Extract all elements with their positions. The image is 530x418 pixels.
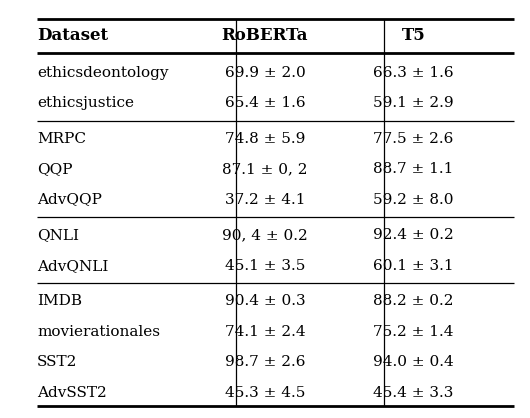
Text: 88.2 ± 0.2: 88.2 ± 0.2 — [373, 294, 454, 308]
Text: AdvQNLI: AdvQNLI — [37, 259, 109, 273]
Text: 59.2 ± 8.0: 59.2 ± 8.0 — [373, 193, 454, 206]
Text: 74.1 ± 2.4: 74.1 ± 2.4 — [225, 325, 305, 339]
Text: 90.4 ± 0.3: 90.4 ± 0.3 — [225, 294, 305, 308]
Text: QNLI: QNLI — [37, 228, 79, 242]
Text: 77.5 ± 2.6: 77.5 ± 2.6 — [373, 132, 454, 145]
Text: 90, 4 ± 0.2: 90, 4 ± 0.2 — [222, 228, 308, 242]
Text: 87.1 ± 0, 2: 87.1 ± 0, 2 — [222, 162, 308, 176]
Text: 60.1 ± 3.1: 60.1 ± 3.1 — [373, 259, 454, 273]
Text: 88.7 ± 1.1: 88.7 ± 1.1 — [373, 162, 454, 176]
Text: 75.2 ± 1.4: 75.2 ± 1.4 — [373, 325, 454, 339]
Text: 37.2 ± 4.1: 37.2 ± 4.1 — [225, 193, 305, 206]
Text: RoBERTa: RoBERTa — [222, 28, 308, 44]
Text: IMDB: IMDB — [37, 294, 82, 308]
Text: 92.4 ± 0.2: 92.4 ± 0.2 — [373, 228, 454, 242]
Text: 65.4 ± 1.6: 65.4 ± 1.6 — [225, 96, 305, 110]
Text: ethicsdeontology: ethicsdeontology — [37, 66, 169, 79]
Text: 69.9 ± 2.0: 69.9 ± 2.0 — [225, 66, 305, 79]
Text: 66.3 ± 1.6: 66.3 ± 1.6 — [373, 66, 454, 79]
Text: 45.1 ± 3.5: 45.1 ± 3.5 — [225, 259, 305, 273]
Text: Dataset: Dataset — [37, 28, 108, 44]
Text: 59.1 ± 2.9: 59.1 ± 2.9 — [373, 96, 454, 110]
Text: 45.3 ± 4.5: 45.3 ± 4.5 — [225, 386, 305, 400]
Text: 98.7 ± 2.6: 98.7 ± 2.6 — [225, 355, 305, 369]
Text: 74.8 ± 5.9: 74.8 ± 5.9 — [225, 132, 305, 145]
Text: T5: T5 — [402, 28, 425, 44]
Text: AdvSST2: AdvSST2 — [37, 386, 107, 400]
Text: 94.0 ± 0.4: 94.0 ± 0.4 — [373, 355, 454, 369]
Text: MRPC: MRPC — [37, 132, 86, 145]
Text: ethicsjustice: ethicsjustice — [37, 96, 134, 110]
Text: SST2: SST2 — [37, 355, 77, 369]
Text: 45.4 ± 3.3: 45.4 ± 3.3 — [373, 386, 454, 400]
Text: QQP: QQP — [37, 162, 73, 176]
Text: movierationales: movierationales — [37, 325, 160, 339]
Text: AdvQQP: AdvQQP — [37, 193, 102, 206]
